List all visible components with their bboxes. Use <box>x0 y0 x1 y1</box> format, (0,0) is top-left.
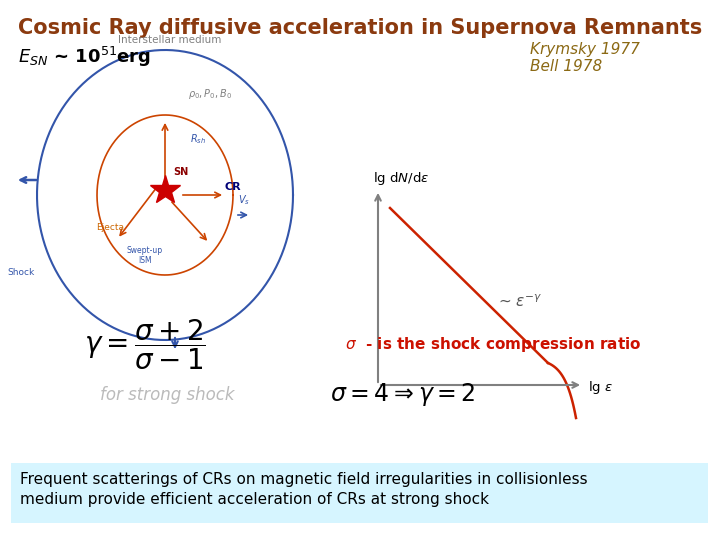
Text: $\sigma = 4 \Rightarrow \gamma = 2$: $\sigma = 4 \Rightarrow \gamma = 2$ <box>330 381 476 408</box>
Text: Krymsky 1977
Bell 1978: Krymsky 1977 Bell 1978 <box>530 42 640 75</box>
Text: Shock: Shock <box>8 268 35 276</box>
Text: $V_s$: $V_s$ <box>238 193 250 207</box>
Text: $E_{SN}$ ~ 10$^{51}$erg: $E_{SN}$ ~ 10$^{51}$erg <box>18 45 151 69</box>
Text: Ejecta: Ejecta <box>96 223 124 232</box>
FancyBboxPatch shape <box>11 463 708 523</box>
Text: Frequent scatterings of CRs on magnetic field irregularities in collisionless: Frequent scatterings of CRs on magnetic … <box>20 472 588 487</box>
Text: ~ $\varepsilon^{-\gamma}$: ~ $\varepsilon^{-\gamma}$ <box>498 293 542 310</box>
Text: SN: SN <box>173 167 188 177</box>
Text: Interstellar medium: Interstellar medium <box>118 35 222 45</box>
Text: Cosmic Ray diffusive acceleration in Supernova Remnants: Cosmic Ray diffusive acceleration in Sup… <box>18 18 702 38</box>
Text: $\rho_0, P_0, B_0$: $\rho_0, P_0, B_0$ <box>188 87 232 101</box>
Text: medium provide efficient acceleration of CRs at strong shock: medium provide efficient acceleration of… <box>20 492 489 507</box>
Text: $\sigma$  - is the shock compression ratio: $\sigma$ - is the shock compression rati… <box>345 335 642 354</box>
Text: $\gamma = \dfrac{\sigma+2}{\sigma-1}$: $\gamma = \dfrac{\sigma+2}{\sigma-1}$ <box>84 318 206 373</box>
Text: lg $\varepsilon$: lg $\varepsilon$ <box>588 379 613 395</box>
Text: for strong shock: for strong shock <box>100 386 235 404</box>
Text: CR: CR <box>225 182 241 192</box>
Text: Swept-up
ISM: Swept-up ISM <box>127 246 163 265</box>
Text: lg d$N$/d$\varepsilon$: lg d$N$/d$\varepsilon$ <box>373 170 429 187</box>
Text: $R_{sh}$: $R_{sh}$ <box>190 132 206 146</box>
